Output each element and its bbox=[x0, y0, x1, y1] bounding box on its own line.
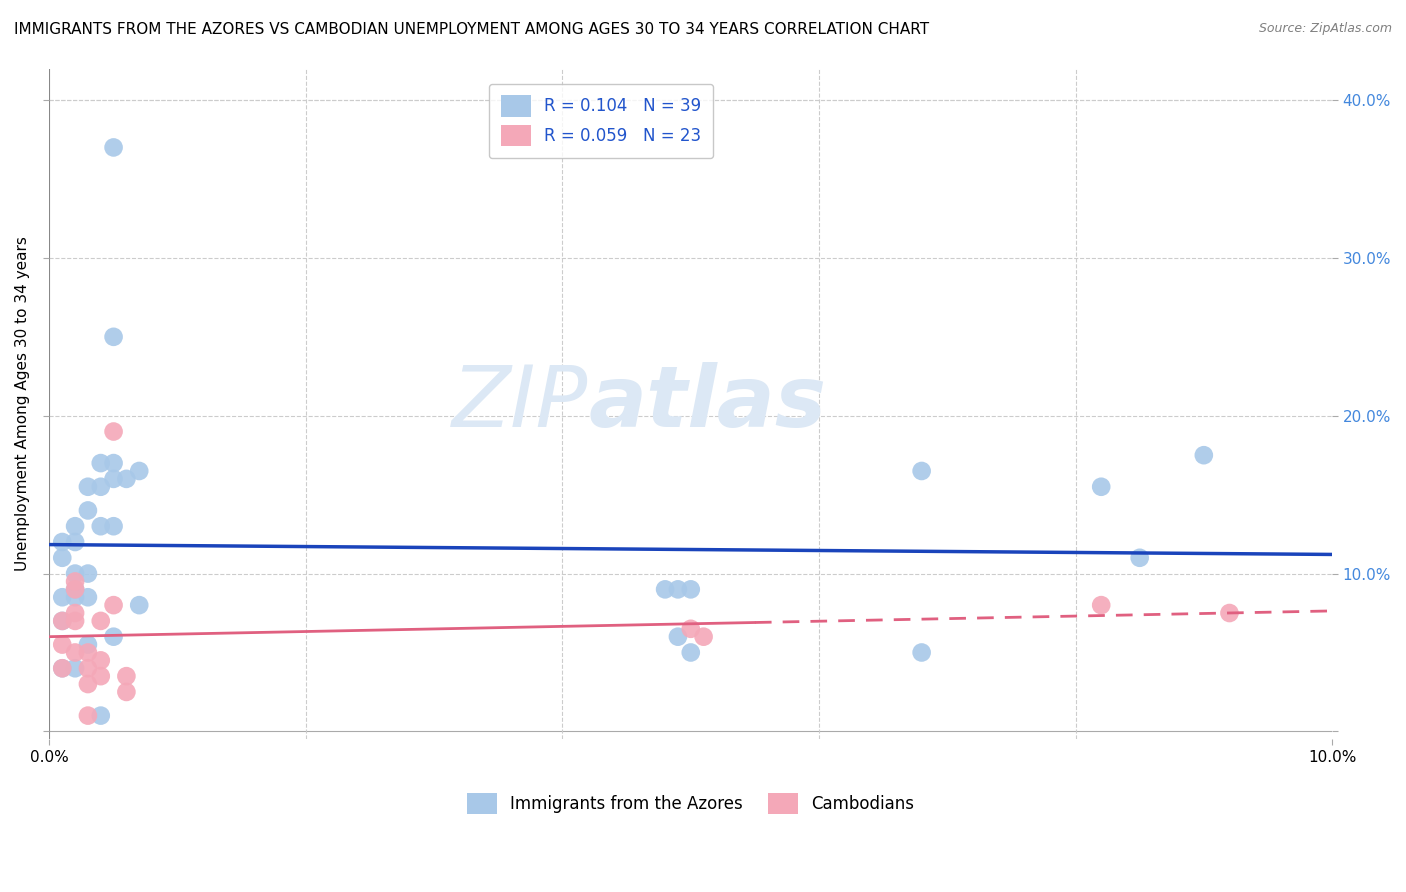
Point bbox=[63, 566, 86, 581]
Point bbox=[63, 574, 86, 589]
Point bbox=[90, 519, 112, 533]
Point bbox=[51, 614, 73, 628]
Point bbox=[77, 503, 100, 517]
Point bbox=[103, 472, 125, 486]
Point bbox=[115, 472, 138, 486]
Point bbox=[1090, 480, 1112, 494]
Legend: Immigrants from the Azores, Cambodians: Immigrants from the Azores, Cambodians bbox=[458, 784, 922, 822]
Point bbox=[51, 591, 73, 605]
Point bbox=[63, 582, 86, 597]
Text: atlas: atlas bbox=[588, 362, 827, 445]
Point bbox=[1090, 598, 1112, 612]
Point bbox=[1129, 550, 1152, 565]
Point bbox=[90, 708, 112, 723]
Point bbox=[77, 645, 100, 659]
Point bbox=[666, 582, 689, 597]
Point bbox=[63, 519, 86, 533]
Point bbox=[51, 535, 73, 549]
Point bbox=[666, 630, 689, 644]
Point bbox=[103, 519, 125, 533]
Point bbox=[115, 685, 138, 699]
Point bbox=[63, 614, 86, 628]
Point bbox=[103, 330, 125, 344]
Point bbox=[77, 661, 100, 675]
Text: Source: ZipAtlas.com: Source: ZipAtlas.com bbox=[1258, 22, 1392, 36]
Point bbox=[63, 606, 86, 620]
Point bbox=[679, 582, 702, 597]
Text: IMMIGRANTS FROM THE AZORES VS CAMBODIAN UNEMPLOYMENT AMONG AGES 30 TO 34 YEARS C: IMMIGRANTS FROM THE AZORES VS CAMBODIAN … bbox=[14, 22, 929, 37]
Point bbox=[77, 566, 100, 581]
Point bbox=[77, 638, 100, 652]
Point bbox=[90, 456, 112, 470]
Point bbox=[63, 582, 86, 597]
Point bbox=[90, 480, 112, 494]
Point bbox=[115, 669, 138, 683]
Point bbox=[103, 598, 125, 612]
Point bbox=[51, 638, 73, 652]
Point bbox=[128, 464, 150, 478]
Point bbox=[77, 708, 100, 723]
Point bbox=[63, 535, 86, 549]
Point bbox=[90, 669, 112, 683]
Point bbox=[51, 550, 73, 565]
Point bbox=[51, 614, 73, 628]
Point bbox=[911, 464, 934, 478]
Point bbox=[1218, 606, 1240, 620]
Point bbox=[51, 661, 73, 675]
Text: ZIP: ZIP bbox=[451, 362, 588, 445]
Point bbox=[77, 591, 100, 605]
Point bbox=[77, 677, 100, 691]
Point bbox=[692, 630, 714, 644]
Point bbox=[654, 582, 676, 597]
Point bbox=[90, 653, 112, 667]
Point bbox=[679, 645, 702, 659]
Point bbox=[911, 645, 934, 659]
Point bbox=[77, 480, 100, 494]
Point bbox=[90, 614, 112, 628]
Point bbox=[128, 598, 150, 612]
Point bbox=[63, 661, 86, 675]
Point bbox=[103, 456, 125, 470]
Point bbox=[63, 645, 86, 659]
Point bbox=[1192, 448, 1215, 462]
Point bbox=[51, 661, 73, 675]
Y-axis label: Unemployment Among Ages 30 to 34 years: Unemployment Among Ages 30 to 34 years bbox=[15, 236, 30, 572]
Point bbox=[63, 591, 86, 605]
Point bbox=[679, 622, 702, 636]
Point bbox=[103, 140, 125, 154]
Point bbox=[103, 630, 125, 644]
Point bbox=[103, 425, 125, 439]
